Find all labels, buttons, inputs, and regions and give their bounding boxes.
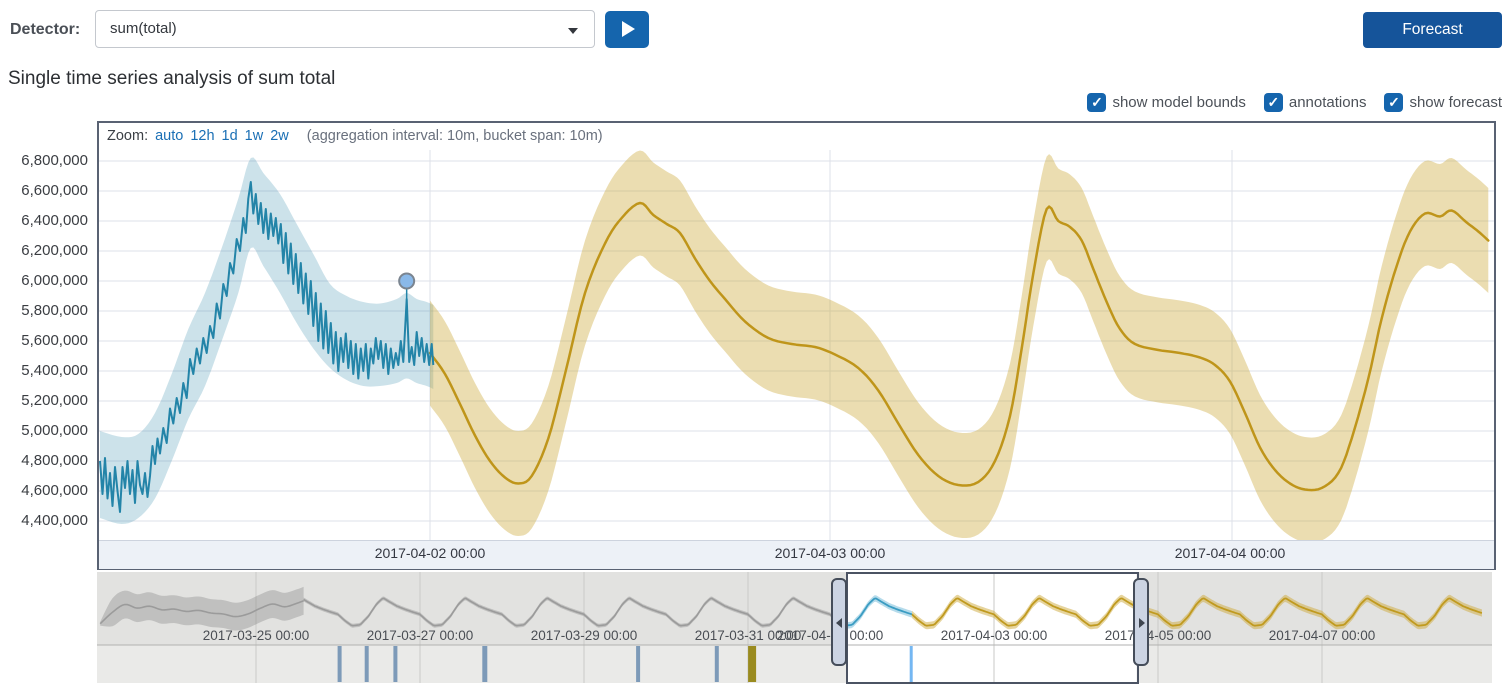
- anomaly-marker: [364, 646, 369, 682]
- focus-x-tick-label: 2017-04-03 00:00: [774, 545, 886, 561]
- focus-y-tick-label: 5,400,000: [21, 362, 88, 379]
- focus-x-tick-label: 2017-04-04 00:00: [1174, 545, 1286, 561]
- zoom-link-auto[interactable]: auto: [155, 128, 184, 144]
- zoom-label: Zoom:: [107, 128, 149, 144]
- context-x-tick-label: 2017-04-01 00:00: [777, 628, 884, 643]
- play-button[interactable]: [605, 11, 649, 48]
- zoom-link-1d[interactable]: 1d: [221, 128, 238, 144]
- checkbox-checked-icon: ✓: [1263, 93, 1283, 112]
- focus-y-tick-label: 5,200,000: [21, 392, 88, 409]
- checkbox-show-model-bounds[interactable]: ✓ show model bounds: [1087, 93, 1246, 112]
- detector-select[interactable]: sum(total): [95, 10, 595, 48]
- chevron-right-icon: [1139, 618, 1145, 628]
- anomaly-marker: [482, 646, 488, 682]
- page-title: Single time series analysis of sum total: [8, 68, 336, 89]
- focus-y-tick-label: 6,400,000: [21, 212, 88, 229]
- anomaly-marker: [636, 646, 641, 682]
- context-chart[interactable]: 2017-03-25 00:00 2017-03-27 00:00 2017-03-…: [97, 572, 1492, 683]
- anomaly-marker: [393, 646, 398, 682]
- context-x-tick-label: 2017-04-07 00:00: [1269, 628, 1376, 643]
- chart-option-checkboxes: ✓ show model bounds ✓ annotations ✓ show…: [1087, 93, 1502, 112]
- detector-select-value: sum(total): [110, 20, 177, 37]
- checkbox-checked-icon: ✓: [1384, 93, 1404, 112]
- checkbox-annotations[interactable]: ✓ annotations: [1263, 93, 1367, 112]
- zoom-link-12h[interactable]: 12h: [190, 128, 215, 144]
- focus-y-tick-label: 6,000,000: [21, 272, 88, 289]
- zoom-link-2w[interactable]: 2w: [270, 128, 289, 144]
- focus-y-tick-label: 5,000,000: [21, 422, 88, 439]
- context-x-tick-label: 2017-03-27 00:00: [367, 628, 474, 643]
- aggregation-note: (aggregation interval: 10m, bucket span:…: [306, 128, 603, 144]
- chevron-down-icon: [568, 28, 578, 34]
- focus-y-tick-label: 4,400,000: [21, 512, 88, 529]
- context-x-tick-label: 2017-03-29 00:00: [531, 628, 638, 643]
- forecast-start-marker[interactable]: [398, 272, 416, 290]
- focus-chart-zoom-controls: Zoom: auto 12h 1d 1w 2w (aggregation interval…: [97, 123, 1492, 150]
- focus-x-axis: [99, 540, 1494, 569]
- checkbox-label: show model bounds: [1112, 94, 1246, 111]
- zoom-link-1w[interactable]: 1w: [244, 128, 264, 144]
- play-icon: [622, 21, 635, 37]
- anomaly-marker: [714, 646, 719, 682]
- focus-y-tick-label: 5,800,000: [21, 302, 88, 319]
- detector-label: Detector:: [10, 21, 81, 38]
- context-x-tick-label: 2017-04-05 00:00: [1105, 628, 1212, 643]
- context-x-tick-label: 2017-03-25 00:00: [203, 628, 310, 643]
- context-x-tick-label: 2017-03-31 00:00: [695, 628, 802, 643]
- brush-handle-right[interactable]: [1133, 578, 1149, 666]
- checkbox-show-forecast[interactable]: ✓ show forecast: [1384, 93, 1502, 112]
- checkbox-label: annotations: [1288, 94, 1367, 111]
- focus-x-tick-label: 2017-04-02 00:00: [374, 545, 486, 561]
- focus-y-tick-label: 4,600,000: [21, 482, 88, 499]
- focus-y-tick-label: 4,800,000: [21, 452, 88, 469]
- focus-y-tick-label: 6,200,000: [21, 242, 88, 259]
- context-x-tick-label: 2017-04-03 00:00: [941, 628, 1048, 643]
- anomaly-marker: [909, 646, 913, 682]
- focus-y-tick-label: 6,600,000: [21, 182, 88, 199]
- brush-handle-left[interactable]: [831, 578, 847, 666]
- focus-y-tick-label: 5,600,000: [21, 332, 88, 349]
- chevron-left-icon: [836, 618, 842, 628]
- checkbox-checked-icon: ✓: [1087, 93, 1107, 112]
- anomaly-marker: [748, 646, 757, 682]
- anomaly-marker: [337, 646, 342, 682]
- checkbox-label: show forecast: [1409, 94, 1502, 111]
- forecast-button[interactable]: Forecast: [1363, 12, 1502, 48]
- focus-y-tick-label: 6,800,000: [21, 152, 88, 169]
- focus-chart-plot[interactable]: [99, 150, 1494, 540]
